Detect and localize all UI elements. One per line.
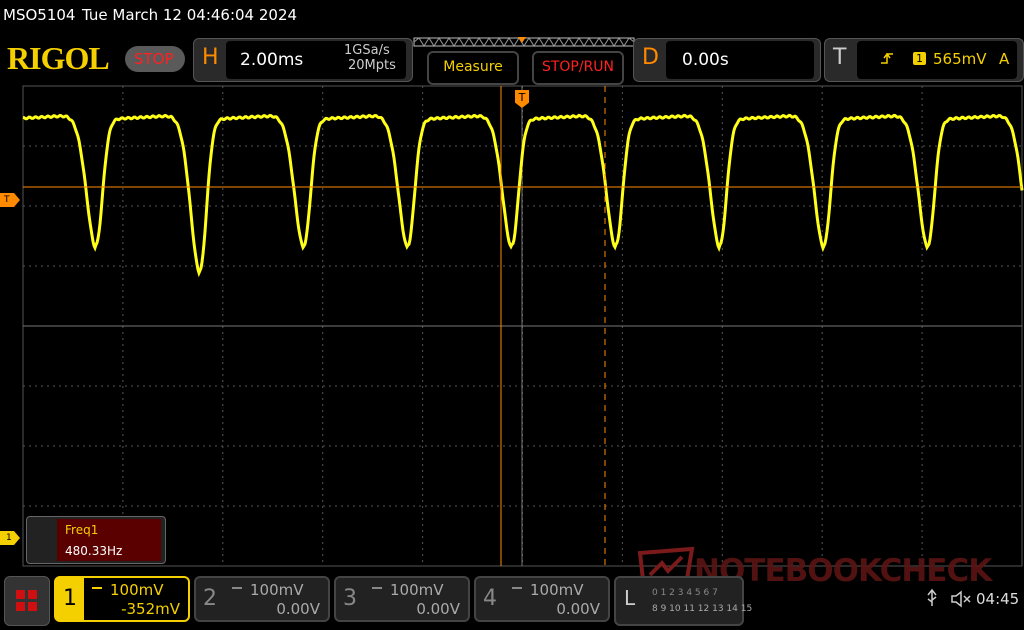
channel-panel[interactable]: 1 100mV -352mV: [54, 576, 190, 622]
measurement-name: Freq1: [65, 523, 99, 537]
memory-bar: [413, 37, 635, 47]
channel-number: 1: [56, 578, 84, 620]
delay-value: 0.00s: [682, 50, 729, 70]
channel-number: 3: [343, 586, 357, 611]
logo: RIGOL: [7, 40, 110, 76]
delay-panel[interactable]: D 0.00s: [633, 38, 821, 82]
trigger-level: 565mV: [933, 50, 987, 68]
measurement-panel[interactable]: Freq1 480.33Hz: [26, 516, 166, 564]
channel-scale: 100mV: [390, 581, 444, 599]
waveform-area: [22, 85, 1024, 567]
logic-row2: 8 9 10 11 12 13 14 15: [652, 604, 753, 614]
channel-scale: 100mV: [110, 581, 164, 599]
memory-depth: 20Mpts: [348, 58, 396, 73]
channel-offset: 0.00V: [416, 600, 460, 618]
coupling-icon: [372, 587, 382, 594]
channel-panel[interactable]: 4 100mV 0.00V: [474, 576, 610, 622]
logic-label: L: [624, 586, 636, 610]
channel-panel[interactable]: 3 100mV 0.00V: [334, 576, 470, 622]
channel-offset: 0.00V: [556, 600, 600, 618]
run-state: STOP: [134, 50, 174, 68]
channel-panel[interactable]: 2 100mV 0.00V: [194, 576, 330, 622]
trigger-source: 1: [913, 52, 926, 65]
channel-offset: 0.00V: [276, 600, 320, 618]
status-icons: [927, 588, 971, 608]
horizontal-panel[interactable]: H 2.00ms 1GSa/s 20Mpts: [193, 38, 413, 82]
trigger-label: T: [833, 45, 847, 70]
horizontal-label: H: [202, 45, 219, 70]
trigger-level-marker: T: [0, 193, 20, 207]
channel1-marker: 1: [0, 531, 20, 545]
channel-number: 4: [483, 586, 497, 611]
channel-number: 2: [203, 586, 217, 611]
measure-button[interactable]: Measure: [427, 51, 519, 85]
timebase: 2.00ms: [240, 50, 304, 70]
datetime: Tue March 12 04:46:04 2024: [82, 6, 298, 24]
model: MSO5104: [3, 6, 76, 24]
trigger-panel[interactable]: T 1 565mV A: [824, 38, 1024, 82]
logic-row1: 0 1 2 3 4 5 6 7: [652, 588, 718, 598]
trigger-position-marker: T: [515, 90, 529, 108]
logic-panel[interactable]: L 0 1 2 3 4 5 6 7 8 9 10 11 12 13 14 15: [614, 576, 752, 626]
delay-label: D: [642, 45, 659, 70]
channel-scale: 100mV: [530, 581, 584, 599]
measurement-value: 480.33Hz: [65, 544, 123, 558]
clock: 04:45: [976, 590, 1020, 608]
sample-rate: 1GSa/s: [344, 43, 390, 58]
coupling-icon: [92, 587, 102, 594]
coupling-icon: [232, 587, 242, 594]
channel1-trace: [22, 113, 1024, 278]
stop-run-label: STOP/RUN: [541, 59, 615, 75]
channel-offset: -352mV: [121, 600, 180, 618]
measure-label: Measure: [443, 59, 503, 75]
coupling-icon: [512, 587, 522, 594]
stop-run-button[interactable]: STOP/RUN: [532, 51, 624, 85]
menu-button[interactable]: [4, 576, 50, 626]
trigger-coupling: A: [999, 50, 1010, 68]
channel-scale: 100mV: [250, 581, 304, 599]
run-state-badge[interactable]: STOP: [125, 46, 185, 72]
edge-icon: [881, 52, 893, 64]
